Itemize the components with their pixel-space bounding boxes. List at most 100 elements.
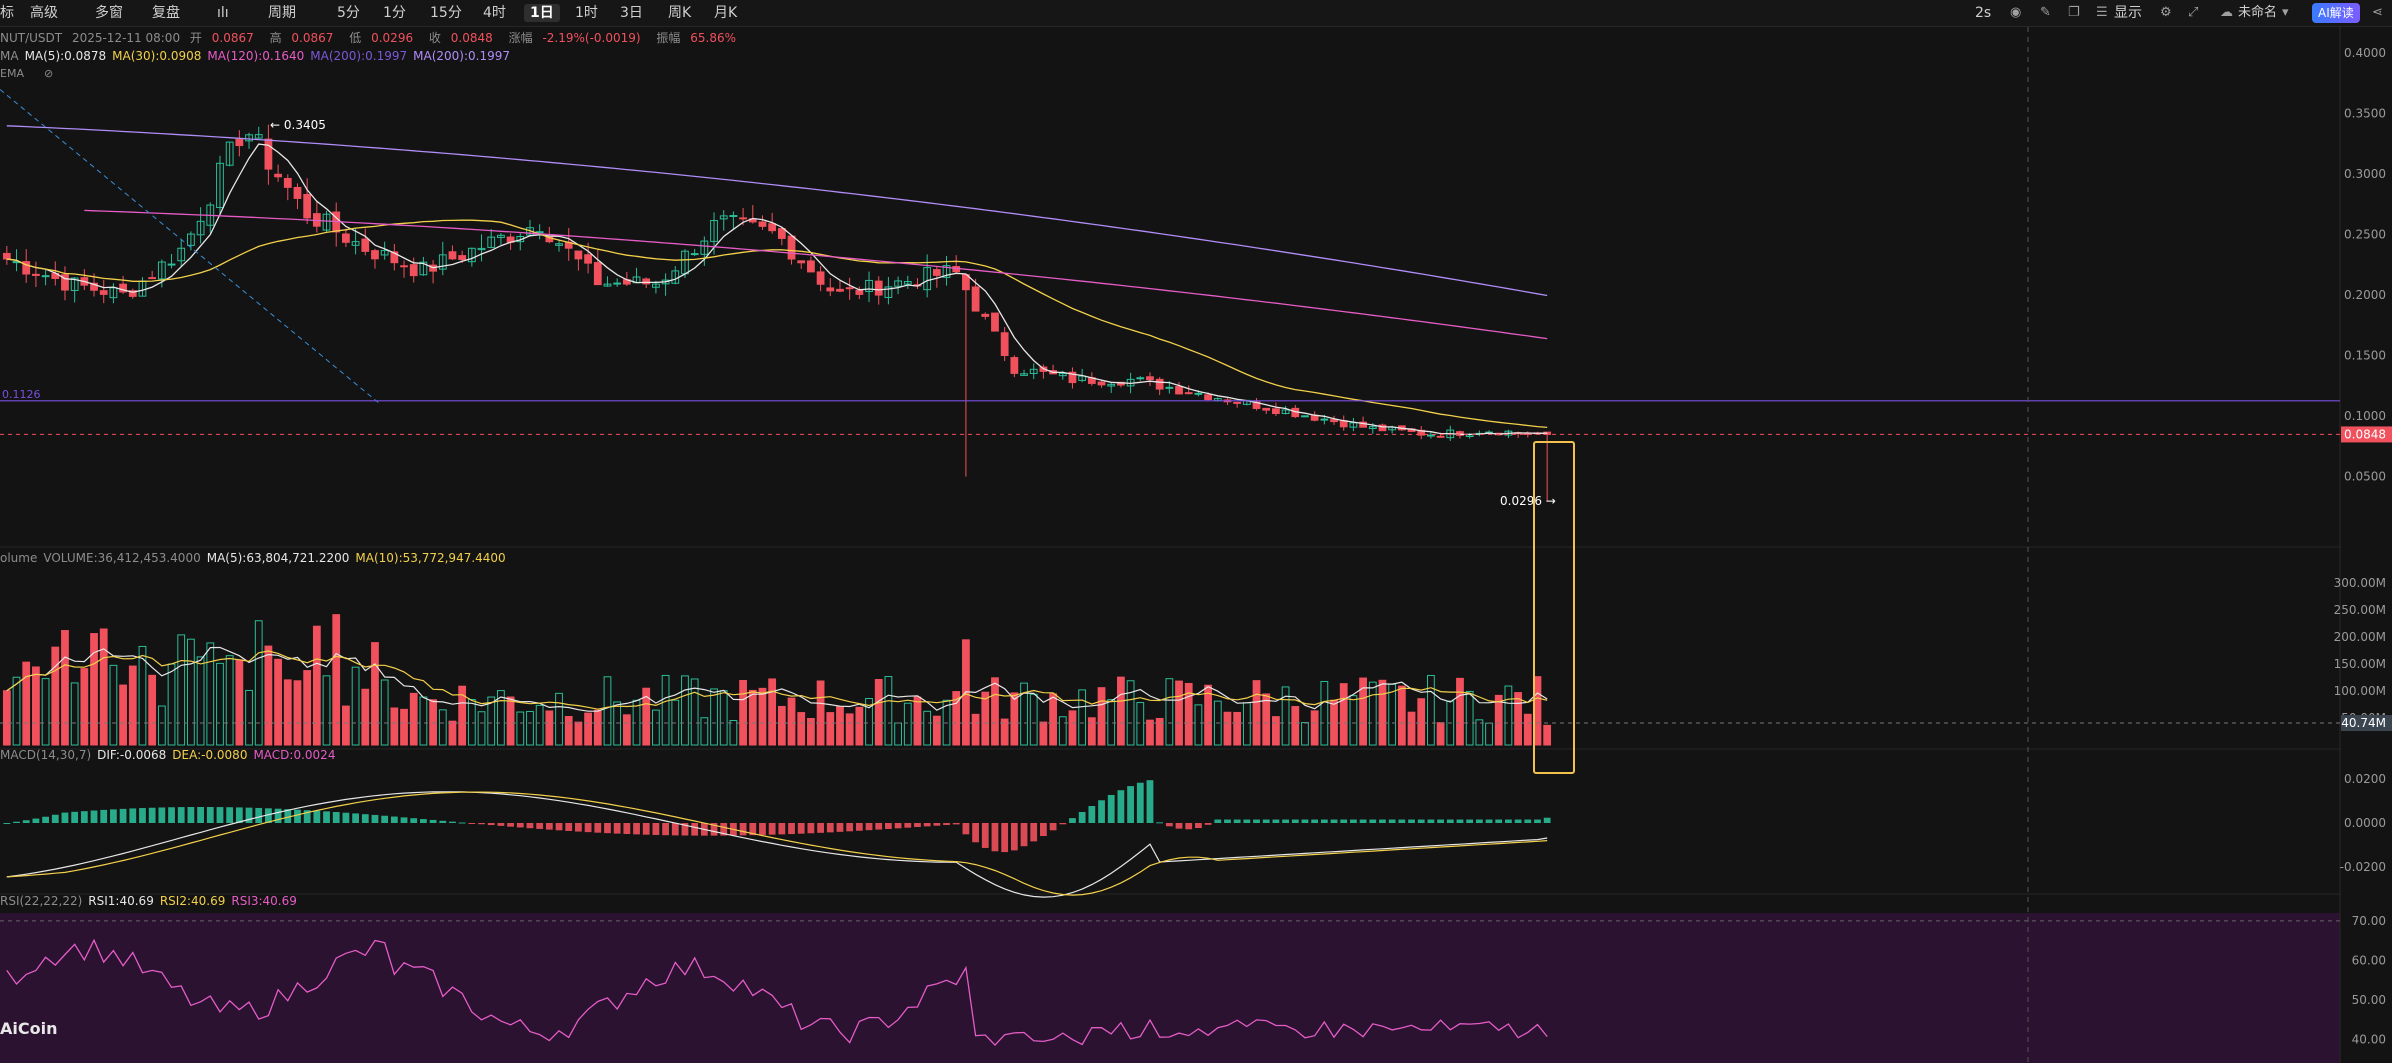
toolbar-item[interactable]: 3日 bbox=[620, 5, 643, 21]
camera-icon[interactable]: ◉ bbox=[2010, 5, 2022, 20]
macd-bar bbox=[1417, 819, 1425, 823]
ema-legend[interactable]: EMA ⊘ bbox=[0, 66, 59, 82]
candle-body bbox=[1146, 376, 1154, 381]
chevron-down-icon[interactable]: ▾ bbox=[2282, 5, 2289, 20]
macd-bar bbox=[139, 808, 146, 823]
volume-bar bbox=[1397, 685, 1406, 746]
volume-bar bbox=[1494, 694, 1503, 746]
candle-body bbox=[2, 252, 11, 260]
volume-current-label: 40.74M bbox=[2341, 716, 2386, 730]
legend-item: RSI1:40.69 bbox=[88, 894, 154, 908]
volume-bar bbox=[622, 714, 631, 746]
candle-body bbox=[157, 261, 166, 280]
macd-bar bbox=[313, 810, 321, 823]
display-button[interactable]: 显示 bbox=[2114, 5, 2142, 21]
cloud-icon: ☁ bbox=[2220, 5, 2233, 20]
legend-item: MA(200):0.1997 bbox=[310, 49, 408, 63]
price-tick-label: 0.3000 bbox=[2344, 167, 2386, 181]
volume-bar bbox=[535, 704, 544, 746]
ma-legend[interactable]: MA MA(5):0.0878 MA(30):0.0908 MA(120):0.164… bbox=[0, 48, 516, 64]
candle-body bbox=[22, 261, 31, 275]
open-label: 开 bbox=[189, 31, 202, 45]
toolbar-item[interactable]: 复盘 bbox=[152, 5, 180, 21]
macd-bar bbox=[681, 823, 689, 836]
volume-bar bbox=[661, 674, 670, 746]
macd-bar bbox=[100, 809, 108, 823]
volume-bar bbox=[458, 685, 467, 746]
macd-bar bbox=[458, 822, 466, 824]
volume-bar bbox=[971, 713, 980, 746]
volume-bar bbox=[1465, 690, 1474, 746]
volume-bar bbox=[1165, 678, 1174, 746]
macd-bar bbox=[894, 823, 902, 829]
window-icon[interactable]: ❐ bbox=[2068, 5, 2080, 20]
toolbar-item[interactable]: 1分 bbox=[383, 5, 406, 21]
volume-bar bbox=[690, 678, 699, 746]
volume-bar bbox=[1523, 713, 1532, 746]
macd-bar bbox=[32, 818, 40, 823]
toolbar-item[interactable]: 1时 bbox=[575, 5, 598, 21]
toolbar-item[interactable]: ılı bbox=[217, 5, 229, 21]
current-price-label: 0.0848 bbox=[2344, 427, 2386, 441]
candle-body bbox=[497, 234, 505, 238]
layout-name[interactable]: 未命名 bbox=[2238, 5, 2278, 20]
toolbar-item[interactable]: 15分 bbox=[430, 5, 462, 21]
pen-icon[interactable]: ✎ bbox=[2040, 5, 2051, 20]
candle-body bbox=[400, 265, 408, 268]
volume-bar bbox=[923, 710, 932, 746]
list-icon[interactable]: ☰ bbox=[2096, 5, 2108, 20]
volume-bar bbox=[874, 678, 883, 746]
kline-chart[interactable]: 0.4000 0.3500 0.3000 0.2500 0.2000 0.1500 0.10… bbox=[0, 27, 2392, 1063]
macd-tick-label: 0.0000 bbox=[2344, 816, 2386, 830]
volume-bar bbox=[80, 668, 89, 746]
candle-body bbox=[1107, 383, 1116, 387]
candle-body bbox=[1330, 419, 1338, 423]
volume-bar bbox=[516, 711, 525, 746]
toolbar-item[interactable]: 5分 bbox=[337, 5, 360, 21]
share-icon[interactable]: ⋖ bbox=[2372, 5, 2383, 20]
volume-bar bbox=[593, 709, 602, 746]
toolbar-item[interactable]: 1日 bbox=[524, 4, 560, 22]
macd-bar bbox=[584, 823, 592, 833]
candle-body bbox=[797, 260, 806, 264]
macd-bar bbox=[177, 807, 185, 823]
eye-off-icon[interactable]: ⊘ bbox=[43, 67, 54, 80]
toolbar-item[interactable]: 高级 bbox=[30, 5, 58, 21]
macd-bar bbox=[449, 821, 456, 823]
volume-bar bbox=[206, 642, 215, 746]
gear-icon[interactable]: ⚙ bbox=[2160, 5, 2172, 20]
macd-bar bbox=[90, 810, 98, 823]
volume-bar bbox=[1417, 698, 1426, 746]
toolbar-item[interactable]: 月K bbox=[714, 5, 738, 21]
macd-bar bbox=[1301, 819, 1309, 823]
toolbar-item[interactable]: 周K bbox=[668, 5, 692, 21]
volume-bar bbox=[555, 692, 563, 746]
macd-bar bbox=[507, 823, 514, 827]
volume-ma10-line bbox=[6, 650, 1548, 710]
toolbar-item[interactable]: 标 bbox=[0, 5, 14, 21]
ai-interpret-button[interactable]: AI解读 bbox=[2312, 3, 2360, 23]
macd-bar bbox=[342, 812, 350, 823]
volume-bar bbox=[952, 691, 961, 746]
candle-body bbox=[1204, 394, 1212, 401]
volume-bar bbox=[913, 696, 922, 746]
macd-bar bbox=[575, 823, 582, 832]
macd-bar bbox=[284, 809, 292, 823]
candle-body bbox=[874, 280, 883, 296]
candle-body bbox=[574, 250, 583, 260]
expand-icon[interactable]: ⤢ bbox=[2188, 5, 2199, 20]
macd-bar bbox=[410, 818, 418, 823]
toolbar-item[interactable]: 多窗 bbox=[95, 5, 123, 21]
toolbar-item[interactable]: 4时 bbox=[483, 5, 506, 21]
ma120-line bbox=[84, 209, 1548, 340]
macd-bar bbox=[1059, 823, 1067, 825]
toolbar-item[interactable]: 周期 bbox=[268, 5, 296, 21]
candle-body bbox=[555, 243, 563, 246]
volume-bar bbox=[225, 655, 234, 746]
refresh-interval[interactable]: 2s bbox=[1975, 5, 1992, 21]
candle-body bbox=[1349, 422, 1358, 428]
candle-body bbox=[283, 177, 292, 188]
candle-body bbox=[438, 254, 447, 270]
candle-body bbox=[894, 280, 902, 287]
amplitude-value: 65.86% bbox=[690, 31, 737, 45]
